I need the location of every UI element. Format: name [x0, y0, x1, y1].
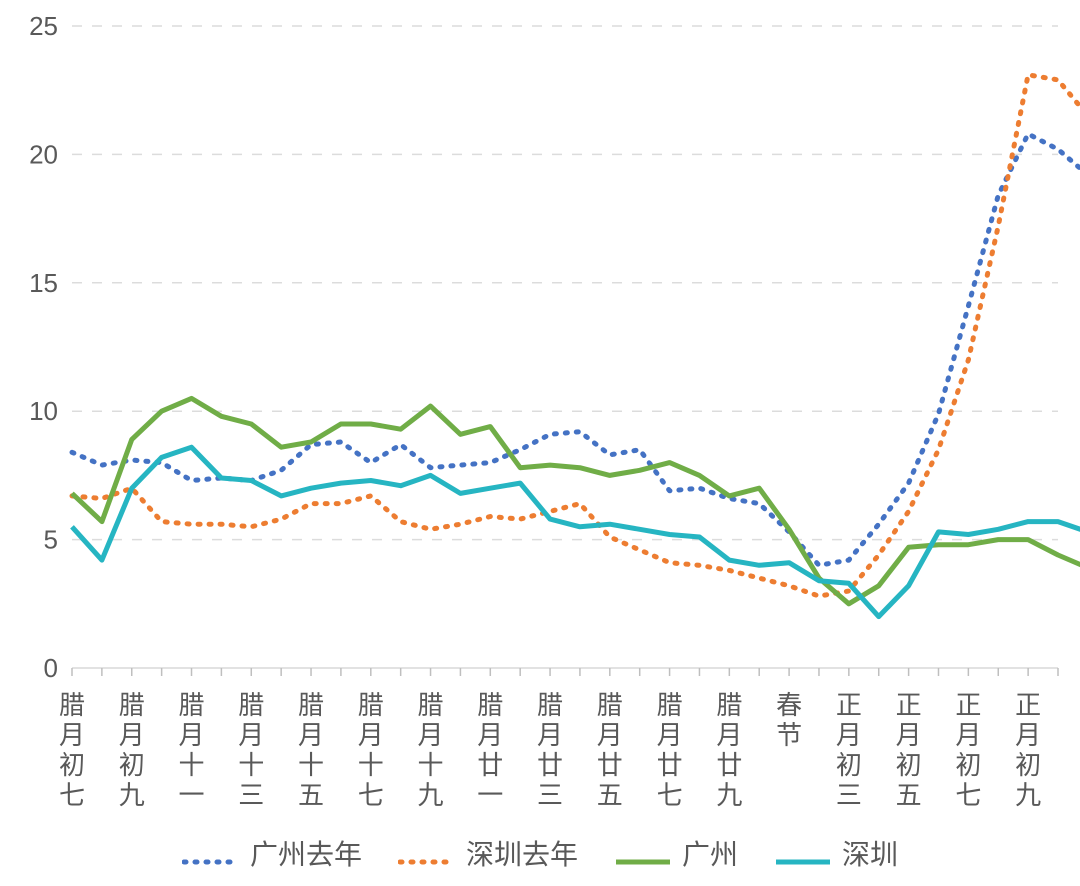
chart-legend: 广州去年 深圳去年 广州 深圳 [0, 828, 1080, 873]
x-axis-label: 腊月初七 [59, 690, 85, 810]
x-axis-label: 正月初三 [836, 690, 862, 810]
y-axis-label: 25 [29, 11, 58, 41]
x-axis-label: 正月初九 [1015, 690, 1041, 810]
x-axis-label: 腊月十三 [238, 690, 264, 810]
line-chart: 0 5 10 15 20 25 腊月初七 腊月初九 腊月十一 腊月十三 腊月十五 腊月十七 腊月十九 腊月… [0, 0, 1080, 886]
x-axis-label: 腊月廿五 [597, 690, 623, 810]
x-axis-label: 腊月十七 [358, 690, 384, 810]
legend-item-sz_last: 深圳去年 [398, 833, 578, 873]
legend-label: 深圳去年 [466, 833, 578, 873]
x-axis-label: 腊月初九 [119, 690, 145, 810]
x-axis-label: 春节 [776, 690, 802, 750]
x-axis-label: 腊月廿七 [657, 690, 683, 810]
x-axis-label: 腊月廿一 [477, 690, 503, 810]
y-axis-label: 10 [29, 396, 58, 426]
y-axis-label: 20 [29, 139, 58, 169]
legend-label: 深圳 [842, 833, 898, 873]
chart-canvas: 0 5 10 15 20 25 腊月初七 腊月初九 腊月十一 腊月十三 腊月十五 腊月十七 腊月十九 腊月… [0, 0, 1080, 886]
x-axis-label: 腊月十一 [179, 690, 205, 810]
x-axis-label: 腊月十五 [298, 690, 324, 810]
x-axis-label: 腊月十九 [418, 690, 444, 810]
y-axis-label: 15 [29, 268, 58, 298]
x-axis-label: 正月初五 [896, 690, 922, 810]
y-axis-label: 5 [44, 525, 58, 555]
x-axis-label: 腊月廿九 [716, 690, 742, 810]
x-axis-label: 正月初七 [955, 690, 981, 810]
x-axis-label: 腊月廿三 [537, 690, 563, 810]
legend-item-sz: 深圳 [774, 833, 898, 873]
legend-item-gz_last: 广州去年 [182, 833, 362, 873]
legend-label: 广州去年 [250, 833, 362, 873]
legend-item-gz: 广州 [614, 833, 738, 873]
y-axis-label: 0 [44, 653, 58, 683]
legend-label: 广州 [682, 833, 738, 873]
